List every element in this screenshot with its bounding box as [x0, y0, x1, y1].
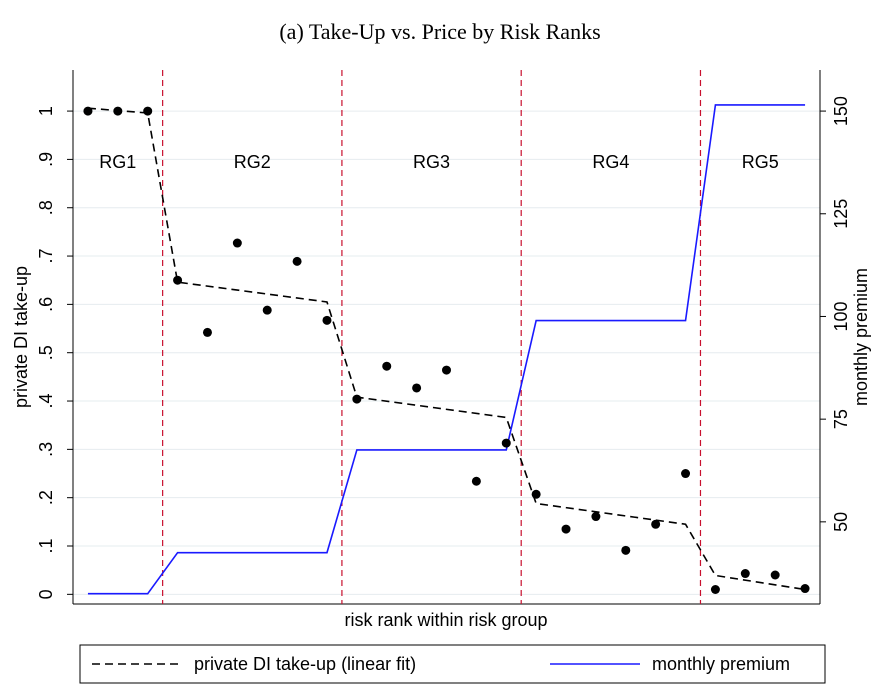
point: [501, 438, 511, 448]
point: [143, 106, 153, 116]
y-tick-label: 1: [36, 106, 56, 116]
point: [322, 315, 332, 325]
group-label: RG2: [234, 152, 271, 172]
point: [770, 570, 780, 580]
y2-tick-label: 75: [831, 409, 851, 429]
point: [412, 383, 422, 393]
point: [710, 585, 720, 595]
y2-tick-label: 150: [831, 96, 851, 126]
point: [681, 469, 691, 479]
line: [87, 104, 806, 595]
point: [442, 365, 451, 375]
legend-label: monthly premium: [652, 654, 790, 674]
point: [531, 489, 541, 499]
y-tick-label: .2: [36, 490, 56, 505]
y-tick-label: .1: [36, 539, 56, 554]
chart-title: (a) Take-Up vs. Price by Risk Ranks: [279, 19, 600, 44]
point: [262, 305, 272, 315]
y-tick-label: .7: [36, 249, 56, 264]
point: [591, 512, 601, 522]
y-tick-label: 0: [36, 589, 56, 599]
y-axis-label: private DI take-up: [11, 266, 31, 408]
point: [352, 394, 362, 404]
point: [561, 524, 571, 534]
point: [202, 327, 212, 337]
y2-tick-label: 100: [831, 301, 851, 331]
point: [621, 545, 631, 555]
legend-label: private DI take-up (linear fit): [194, 654, 416, 674]
y-tick-label: .6: [36, 297, 56, 312]
group-label: RG4: [592, 152, 629, 172]
point: [232, 238, 242, 248]
x-axis-label: risk rank within risk group: [344, 610, 547, 630]
point: [651, 519, 661, 529]
point: [382, 361, 392, 371]
y2-axis-label: monthly premium: [851, 268, 871, 406]
point: [800, 584, 810, 594]
group-label: RG1: [99, 152, 136, 172]
y-tick-label: .8: [36, 200, 56, 215]
point: [113, 106, 123, 116]
y-tick-label: .9: [36, 152, 56, 167]
legend: [79, 644, 826, 684]
group-label: RG3: [413, 152, 450, 172]
point: [83, 106, 93, 116]
point: [471, 476, 481, 486]
y2-tick-label: 125: [831, 199, 851, 229]
group-label: RG5: [742, 152, 779, 172]
point: [173, 275, 183, 285]
y-tick-label: .5: [36, 345, 56, 360]
point: [292, 256, 302, 266]
y2-tick-label: 50: [831, 512, 851, 532]
point: [740, 569, 750, 579]
y-tick-label: .4: [36, 394, 56, 409]
y-tick-label: .3: [36, 442, 56, 457]
line: [87, 107, 806, 591]
